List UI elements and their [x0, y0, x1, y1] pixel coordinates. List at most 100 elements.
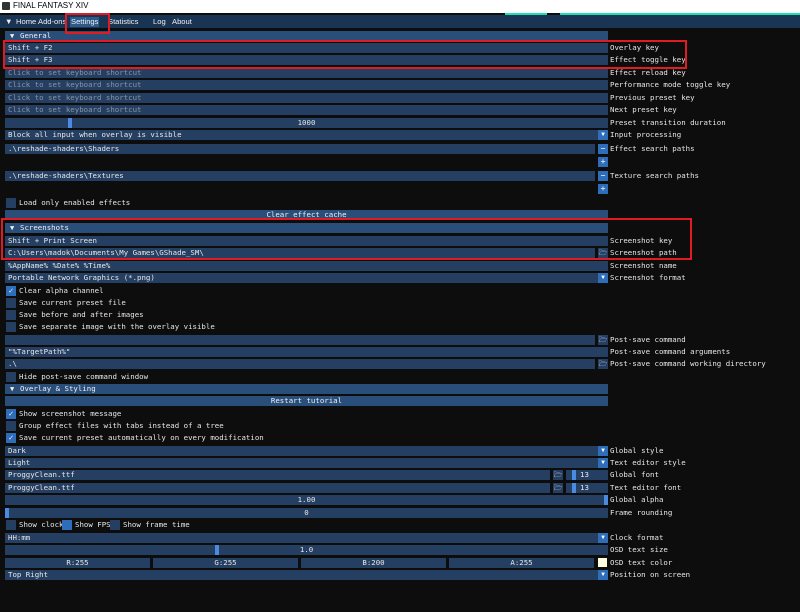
- screenshot-path-input[interactable]: C:\Users\madok\Documents\My Games\GShade…: [5, 248, 595, 258]
- menu-log[interactable]: Log: [153, 17, 166, 26]
- osd-color-a-input[interactable]: A:255: [449, 558, 594, 568]
- post-save-dir-label: Post-save command working directory: [610, 359, 766, 368]
- menu-statistics[interactable]: Statistics: [108, 17, 139, 26]
- clock-format-dropdown[interactable]: HH:mm ▼: [5, 533, 608, 543]
- screenshot-key-input[interactable]: Shift + Print Screen: [5, 236, 608, 246]
- menu-addons[interactable]: Add-ons: [38, 17, 67, 26]
- post-save-command-input[interactable]: [5, 335, 595, 345]
- save-before-after-checkbox[interactable]: [6, 310, 16, 320]
- texture-search-path-input[interactable]: .\reshade-shaders\Textures: [5, 171, 595, 181]
- show-fps-checkbox[interactable]: [62, 520, 72, 530]
- group-tabs-label: Group effect files with tabs instead of …: [19, 421, 224, 430]
- add-path-button[interactable]: +: [598, 157, 608, 167]
- slider-grab-handle[interactable]: [68, 118, 72, 128]
- menu-about[interactable]: About: [172, 17, 192, 26]
- folder-icon[interactable]: 🗁: [553, 470, 563, 480]
- osd-color-r-input[interactable]: R:255: [5, 558, 150, 568]
- show-frame-time-label: Show frame time: [123, 520, 190, 529]
- collapse-arrow-icon: ▼: [10, 385, 15, 393]
- osd-color-g-input[interactable]: G:255: [153, 558, 298, 568]
- transition-duration-label: Preset transition duration: [610, 118, 726, 127]
- game-render-strip: [560, 13, 800, 16]
- text-editor-style-label: Text editor style: [610, 458, 686, 467]
- screenshot-name-input[interactable]: %AppName% %Date% %Time%: [5, 261, 608, 271]
- text-editor-style-dropdown[interactable]: Light ▼: [5, 458, 608, 468]
- load-enabled-checkbox[interactable]: [6, 198, 16, 208]
- post-save-args-input[interactable]: "%TargetPath%": [5, 347, 608, 357]
- save-preset-checkbox[interactable]: [6, 298, 16, 308]
- highlight-box-screenshots: [1, 218, 692, 260]
- transition-duration-slider[interactable]: 1000: [5, 118, 608, 128]
- menu-settings[interactable]: Settings: [70, 17, 100, 27]
- text-editor-font-size-slider[interactable]: 13: [566, 483, 608, 493]
- post-save-dir-input[interactable]: .\: [5, 359, 595, 369]
- remove-path-button[interactable]: −: [598, 171, 608, 181]
- collapse-arrow-icon: ▼: [10, 32, 15, 40]
- section-header-overlay[interactable]: ▼ Overlay & Styling: [5, 384, 608, 394]
- frame-rounding-slider[interactable]: 0: [5, 508, 608, 518]
- slider-grab-handle[interactable]: [572, 470, 576, 480]
- overlay-key-input[interactable]: Shift + F2: [5, 43, 608, 53]
- clear-effect-cache-button[interactable]: Clear effect cache: [5, 210, 608, 220]
- effect-search-path-input[interactable]: .\reshade-shaders\Shaders: [5, 144, 595, 154]
- show-screenshot-message-checkbox[interactable]: ✓: [6, 409, 16, 419]
- folder-icon[interactable]: 🗁: [598, 248, 608, 258]
- input-processing-dropdown[interactable]: Block all input when overlay is visible …: [5, 130, 608, 140]
- global-style-dropdown[interactable]: Dark ▼: [5, 446, 608, 456]
- screenshot-name-label: Screenshot name: [610, 261, 677, 270]
- show-clock-label: Show clock: [19, 520, 64, 529]
- app-icon: [2, 2, 10, 10]
- input-processing-label: Input processing: [610, 130, 682, 139]
- show-frame-time-checkbox[interactable]: [110, 520, 120, 530]
- text-editor-font-label: Text editor font: [610, 483, 682, 492]
- restart-tutorial-button[interactable]: Restart tutorial: [5, 396, 608, 406]
- menu-home[interactable]: Home: [16, 17, 37, 26]
- save-auto-checkbox[interactable]: ✓: [6, 433, 16, 443]
- performance-key-input[interactable]: Click to set keyboard shortcut: [5, 80, 608, 90]
- add-path-button[interactable]: +: [598, 184, 608, 194]
- folder-icon[interactable]: 🗁: [598, 335, 608, 345]
- effect-toggle-key-label: Effect toggle key: [610, 55, 686, 64]
- position-dropdown[interactable]: Top Right ▼: [5, 570, 608, 580]
- dropdown-arrow-icon: ▼: [598, 458, 608, 468]
- slider-grab-handle[interactable]: [5, 508, 9, 518]
- window-title: FINAL FANTASY XIV: [13, 1, 89, 10]
- global-alpha-slider[interactable]: 1.00: [5, 495, 608, 505]
- post-save-command-label: Post-save command: [610, 335, 686, 344]
- slider-grab-handle[interactable]: [572, 483, 576, 493]
- folder-icon[interactable]: 🗁: [598, 359, 608, 369]
- effect-reload-key-input[interactable]: Click to set keyboard shortcut: [5, 68, 608, 78]
- show-clock-checkbox[interactable]: [6, 520, 16, 530]
- group-tabs-checkbox[interactable]: [6, 421, 16, 431]
- section-header-general[interactable]: ▼ General: [5, 31, 608, 41]
- hide-post-save-label: Hide post-save command window: [19, 372, 149, 381]
- screenshot-path-label: Screenshot path: [610, 248, 677, 257]
- slider-grab-handle[interactable]: [215, 545, 219, 555]
- osd-text-color-label: OSD text color: [610, 558, 673, 567]
- save-auto-label: Save current preset automatically on eve…: [19, 433, 264, 442]
- next-preset-key-input[interactable]: Click to set keyboard shortcut: [5, 105, 608, 115]
- folder-icon[interactable]: 🗁: [553, 483, 563, 493]
- osd-text-size-slider[interactable]: 1.0: [5, 545, 608, 555]
- screenshot-key-label: Screenshot key: [610, 236, 673, 245]
- position-label: Position on screen: [610, 570, 691, 579]
- clear-alpha-checkbox[interactable]: ✓: [6, 286, 16, 296]
- section-header-screenshots[interactable]: ▼ Screenshots: [5, 223, 608, 233]
- text-editor-font-input[interactable]: ProggyClean.ttf: [5, 483, 550, 493]
- post-save-args-label: Post-save command arguments: [610, 347, 731, 356]
- save-separate-checkbox[interactable]: [6, 322, 16, 332]
- global-font-label: Global font: [610, 470, 659, 479]
- remove-path-button[interactable]: −: [598, 144, 608, 154]
- screenshot-format-dropdown[interactable]: Portable Network Graphics (*.png) ▼: [5, 273, 608, 283]
- hide-post-save-checkbox[interactable]: [6, 372, 16, 382]
- texture-search-paths-label: Texture search paths: [610, 171, 699, 180]
- global-font-input[interactable]: ProggyClean.ttf: [5, 470, 550, 480]
- effect-toggle-key-input[interactable]: Shift + F3: [5, 55, 608, 65]
- osd-color-b-input[interactable]: B:200: [301, 558, 446, 568]
- global-font-size-slider[interactable]: 13: [566, 470, 608, 480]
- slider-grab-handle[interactable]: [604, 495, 608, 505]
- previous-preset-key-input[interactable]: Click to set keyboard shortcut: [5, 93, 608, 103]
- osd-color-swatch[interactable]: [598, 558, 607, 567]
- show-fps-label: Show FPS: [75, 520, 111, 529]
- menu-icon[interactable]: ▼: [5, 17, 13, 26]
